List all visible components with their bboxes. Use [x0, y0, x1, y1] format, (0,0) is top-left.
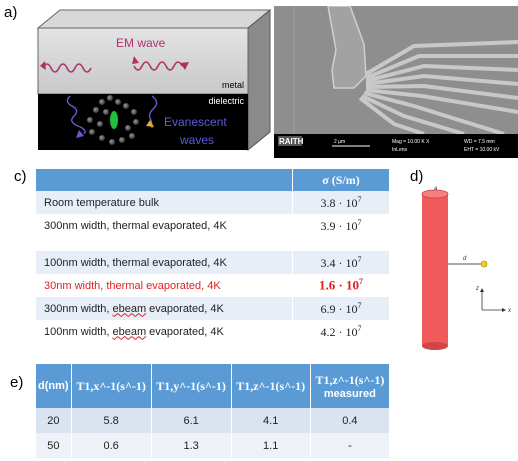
table-header-row: d(nm) T1,x^-1(s^-1) T1,y^-1(s^-1) T1,z^-…	[36, 364, 389, 408]
row-value: 6.9 · 107	[292, 297, 389, 320]
sigma-header: σ (S/m)	[292, 169, 389, 191]
table-row: 300nm width, ebeam evaporated, 4K 6.9 · …	[36, 297, 389, 320]
table-row: 300nm width, thermal evaporated, 4K 3.9 …	[36, 214, 389, 237]
panel-label-c: c)	[14, 168, 27, 185]
relaxation-rate-table: d(nm) T1,x^-1(s^-1) T1,y^-1(s^-1) T1,z^-…	[36, 364, 389, 458]
panel-a-schematic: EM wave metal dielectric Evanescent wave…	[36, 8, 272, 152]
sem-detector: InLens	[392, 147, 408, 153]
row-label: 30nm width, thermal evaporated, 4K	[36, 274, 293, 297]
spin-dot	[480, 260, 488, 268]
metal-layer	[37, 27, 249, 95]
panel-label-d: d)	[410, 168, 424, 185]
table-row: 50 0.6 1.3 1.1 -	[36, 433, 389, 458]
table-header-row: σ (S/m)	[36, 169, 389, 191]
header-d: d(nm)	[36, 364, 72, 408]
row-label: 100nm width, thermal evaporated, 4K	[36, 251, 293, 274]
sem-mag: Mag = 10.00 K X	[392, 139, 430, 145]
row-value: 3.4 · 107	[292, 251, 389, 274]
evanescent-wave-left	[66, 95, 86, 135]
wire-cylinder	[422, 194, 448, 346]
metal-label: metal	[222, 80, 244, 90]
header-blank-cell	[36, 169, 293, 191]
header-t1z-measured: T1,z^-1(s^-1) measured	[309, 364, 389, 408]
dielectric-label: dielectric	[208, 96, 244, 106]
header-t1z: T1,z^-1(s^-1)	[230, 364, 311, 408]
panel-b-sem-image: RAITH 2 µm Mag = 10.00 K X InLens WD = 7…	[274, 6, 518, 158]
evanescent-label-2: waves	[179, 133, 214, 147]
row-label: 300nm width, thermal evaporated, 4K	[36, 214, 293, 237]
row-value: 1.6 · 107	[292, 274, 389, 297]
cell-d: 50	[36, 433, 72, 458]
header-t1y: T1,y^-1(s^-1)	[150, 364, 232, 408]
em-wave-left	[42, 63, 92, 73]
cell-t1y: 1.3	[150, 433, 232, 458]
cell-t1x: 5.8	[70, 408, 152, 433]
em-wave-right	[133, 61, 183, 71]
cell-measured: 0.4	[309, 408, 389, 433]
electrode-fan	[358, 40, 518, 136]
cell-d: 20	[36, 408, 72, 433]
table-row: 100nm width, ebeam evaporated, 4K 4.2 · …	[36, 320, 389, 343]
panel-label-e: e)	[10, 374, 24, 391]
row-label: Room temperature bulk	[36, 191, 293, 214]
cell-t1z: 1.1	[230, 433, 311, 458]
block-top-face	[36, 9, 272, 29]
label-d: d	[463, 256, 467, 262]
row-label: 300nm width, ebeam evaporated, 4K	[36, 297, 293, 320]
axis-z-label: z	[475, 286, 479, 292]
cell-t1x: 0.6	[70, 433, 152, 458]
cell-t1z: 4.1	[230, 408, 311, 433]
sem-eht: EHT = 10.00 kV	[464, 147, 500, 153]
table-spacer-row	[36, 237, 389, 251]
table-row: Room temperature bulk 3.8 · 107	[36, 191, 389, 214]
table-row: 100nm width, thermal evaporated, 4K 3.4 …	[36, 251, 389, 274]
panel-label-a: a)	[4, 4, 18, 21]
conductivity-table: σ (S/m) Room temperature bulk 3.8 · 107 …	[36, 169, 389, 343]
evanescent-wave-right	[148, 95, 158, 129]
evanescent-label-1: Evanescent	[164, 115, 227, 129]
cell-t1y: 6.1	[150, 408, 232, 433]
particle-cluster	[87, 95, 139, 145]
cell-measured: -	[309, 433, 389, 458]
label-a: a	[434, 186, 438, 192]
sem-scale: 2 µm	[334, 139, 345, 145]
row-value: 4.2 · 107	[292, 320, 389, 343]
row-value: 3.9 · 107	[292, 214, 389, 237]
row-label: 100nm width, ebeam evaporated, 4K	[36, 320, 293, 343]
central-qubit	[110, 111, 118, 129]
table-row-highlighted: 30nm width, thermal evaporated, 4K 1.6 ·…	[36, 274, 389, 297]
block-side-face	[247, 8, 271, 152]
table-row: 20 5.8 6.1 4.1 0.4	[36, 408, 389, 433]
axis-x-label: x	[507, 308, 512, 314]
header-t1x: T1,x^-1(s^-1)	[70, 364, 152, 408]
row-value: 3.8 · 107	[292, 191, 389, 214]
sem-brand: RAITH	[279, 137, 304, 146]
em-wave-label: EM wave	[116, 36, 166, 50]
sem-wd: WD = 7.5 mm	[464, 139, 495, 145]
panel-d-geometry: a d z x	[421, 186, 512, 350]
